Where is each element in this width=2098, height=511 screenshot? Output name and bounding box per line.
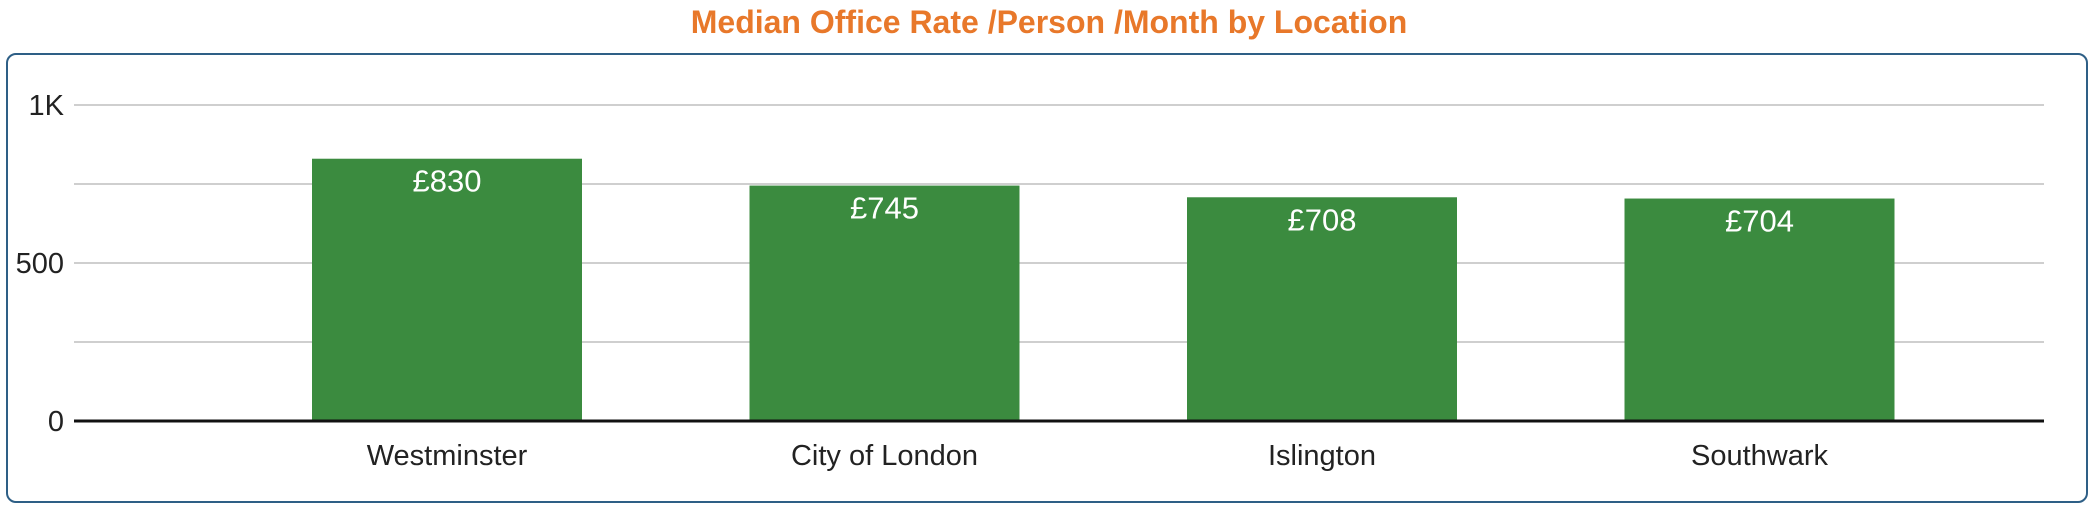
bar <box>1187 197 1457 421</box>
data-label: £708 <box>1288 202 1357 237</box>
data-label: £745 <box>850 191 919 226</box>
bar <box>749 185 1020 421</box>
x-tick-label: Southwark <box>1691 440 1829 472</box>
data-label: £704 <box>1725 204 1794 239</box>
x-tick-label: Islington <box>1268 440 1376 472</box>
x-tick-label: City of London <box>791 440 978 472</box>
y-tick-label: 500 <box>16 248 64 280</box>
bar <box>1624 198 1895 421</box>
y-tick-label: 1K <box>29 90 65 122</box>
x-tick-label: Westminster <box>367 440 528 472</box>
y-tick-label: 0 <box>48 406 64 438</box>
chart-title: Median Office Rate /Person /Month by Loc… <box>690 4 1408 40</box>
data-label: £830 <box>413 164 482 199</box>
bar <box>312 158 582 421</box>
